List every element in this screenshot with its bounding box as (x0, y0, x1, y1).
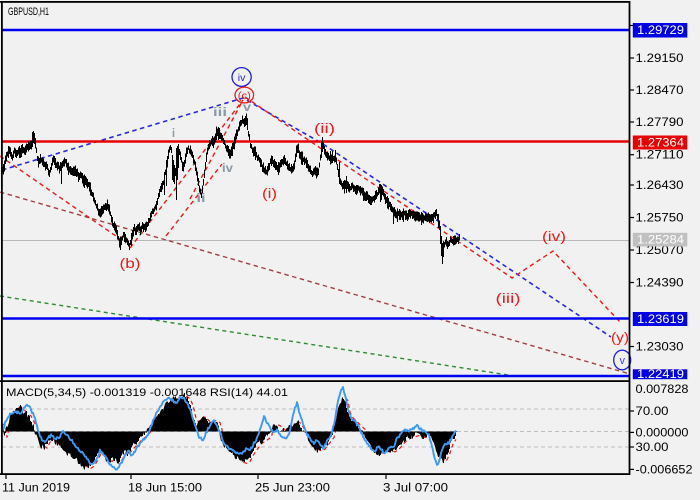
svg-text:(y): (y) (611, 330, 629, 345)
svg-text:1.27110: 1.27110 (636, 150, 684, 162)
svg-text:1.29729: 1.29729 (637, 25, 684, 37)
svg-text:(c): (c) (238, 90, 251, 102)
svg-text:30.00: 30.00 (636, 442, 669, 454)
svg-text:1.25284: 1.25284 (637, 234, 685, 246)
svg-text:18 Jun 15:00: 18 Jun 15:00 (128, 483, 202, 495)
svg-text:0.000000: 0.000000 (636, 427, 689, 439)
svg-text:MACD(5,34,5) -0.001319 -0.0016: MACD(5,34,5) -0.001319 -0.001648 RSI(14)… (6, 387, 288, 399)
svg-text:ii: ii (197, 191, 206, 205)
svg-text:3 Jul 07:00: 3 Jul 07:00 (383, 483, 448, 495)
svg-text:70.00: 70.00 (636, 406, 669, 418)
svg-text:1.25750: 1.25750 (636, 213, 684, 225)
svg-text:1.27364: 1.27364 (637, 137, 685, 149)
svg-text:iii: iii (213, 105, 227, 119)
svg-text:(iii): (iii) (496, 291, 521, 306)
svg-text:1.23030: 1.23030 (636, 342, 684, 354)
svg-text:v: v (243, 100, 251, 114)
svg-text:1.23619: 1.23619 (637, 314, 684, 326)
svg-text:iv: iv (238, 72, 246, 84)
svg-text:0.007828: 0.007828 (636, 384, 689, 396)
svg-text:iv: iv (222, 161, 233, 175)
svg-text:25 Jun 23:00: 25 Jun 23:00 (255, 483, 330, 495)
svg-text:1.24390: 1.24390 (636, 278, 684, 290)
svg-text:1.25070: 1.25070 (636, 245, 684, 257)
svg-text:(b): (b) (120, 256, 141, 271)
svg-text:(i): (i) (262, 186, 277, 201)
svg-text:GBPUSD,H1: GBPUSD,H1 (8, 6, 49, 18)
svg-text:1.27790: 1.27790 (636, 117, 684, 129)
svg-text:(iv): (iv) (542, 229, 566, 244)
svg-text:i: i (172, 126, 175, 140)
svg-text:(ii): (ii) (314, 121, 335, 136)
svg-text:1.22419: 1.22419 (637, 369, 684, 381)
svg-text:-0.006652: -0.006652 (636, 464, 693, 476)
svg-text:1.29150: 1.29150 (636, 53, 684, 65)
svg-text:1.28470: 1.28470 (636, 85, 684, 97)
svg-text:v: v (619, 355, 625, 367)
svg-text:11 Jun 2019: 11 Jun 2019 (2, 483, 70, 495)
svg-text:1.26430: 1.26430 (636, 180, 684, 192)
